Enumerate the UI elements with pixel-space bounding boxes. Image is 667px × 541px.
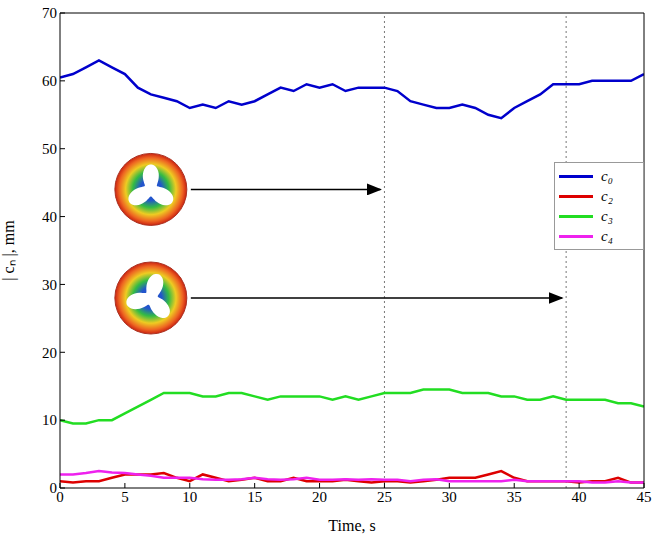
svg-text:60: 60 bbox=[42, 73, 57, 89]
svg-text:30: 30 bbox=[42, 277, 57, 293]
svg-text:35: 35 bbox=[507, 489, 522, 505]
svg-text:70: 70 bbox=[42, 5, 57, 21]
html-text:c₄: c₄ bbox=[601, 227, 613, 244]
html-text:c₀: c₀ bbox=[601, 167, 613, 184]
html-text:c₂: c₂ bbox=[601, 187, 613, 204]
svg-text:0: 0 bbox=[56, 489, 64, 505]
svg-text:5: 5 bbox=[121, 489, 129, 505]
svg-text:30: 30 bbox=[442, 489, 457, 505]
svg-text:20: 20 bbox=[42, 345, 57, 361]
svg-text:20: 20 bbox=[312, 489, 327, 505]
svg-text:| cₙ |, mm: | cₙ |, mm bbox=[0, 220, 18, 281]
svg-text:50: 50 bbox=[42, 141, 57, 157]
svg-text:40: 40 bbox=[42, 209, 57, 225]
svg-text:15: 15 bbox=[247, 489, 262, 505]
svg-text:0: 0 bbox=[50, 480, 58, 496]
svg-text:Time, s: Time, s bbox=[328, 517, 375, 534]
svg-text:25: 25 bbox=[377, 489, 392, 505]
svg-text:10: 10 bbox=[42, 412, 57, 428]
svg-text:45: 45 bbox=[637, 489, 652, 505]
svg-text:40: 40 bbox=[572, 489, 587, 505]
svg-text:10: 10 bbox=[182, 489, 197, 505]
html-text:c₃: c₃ bbox=[601, 207, 613, 224]
